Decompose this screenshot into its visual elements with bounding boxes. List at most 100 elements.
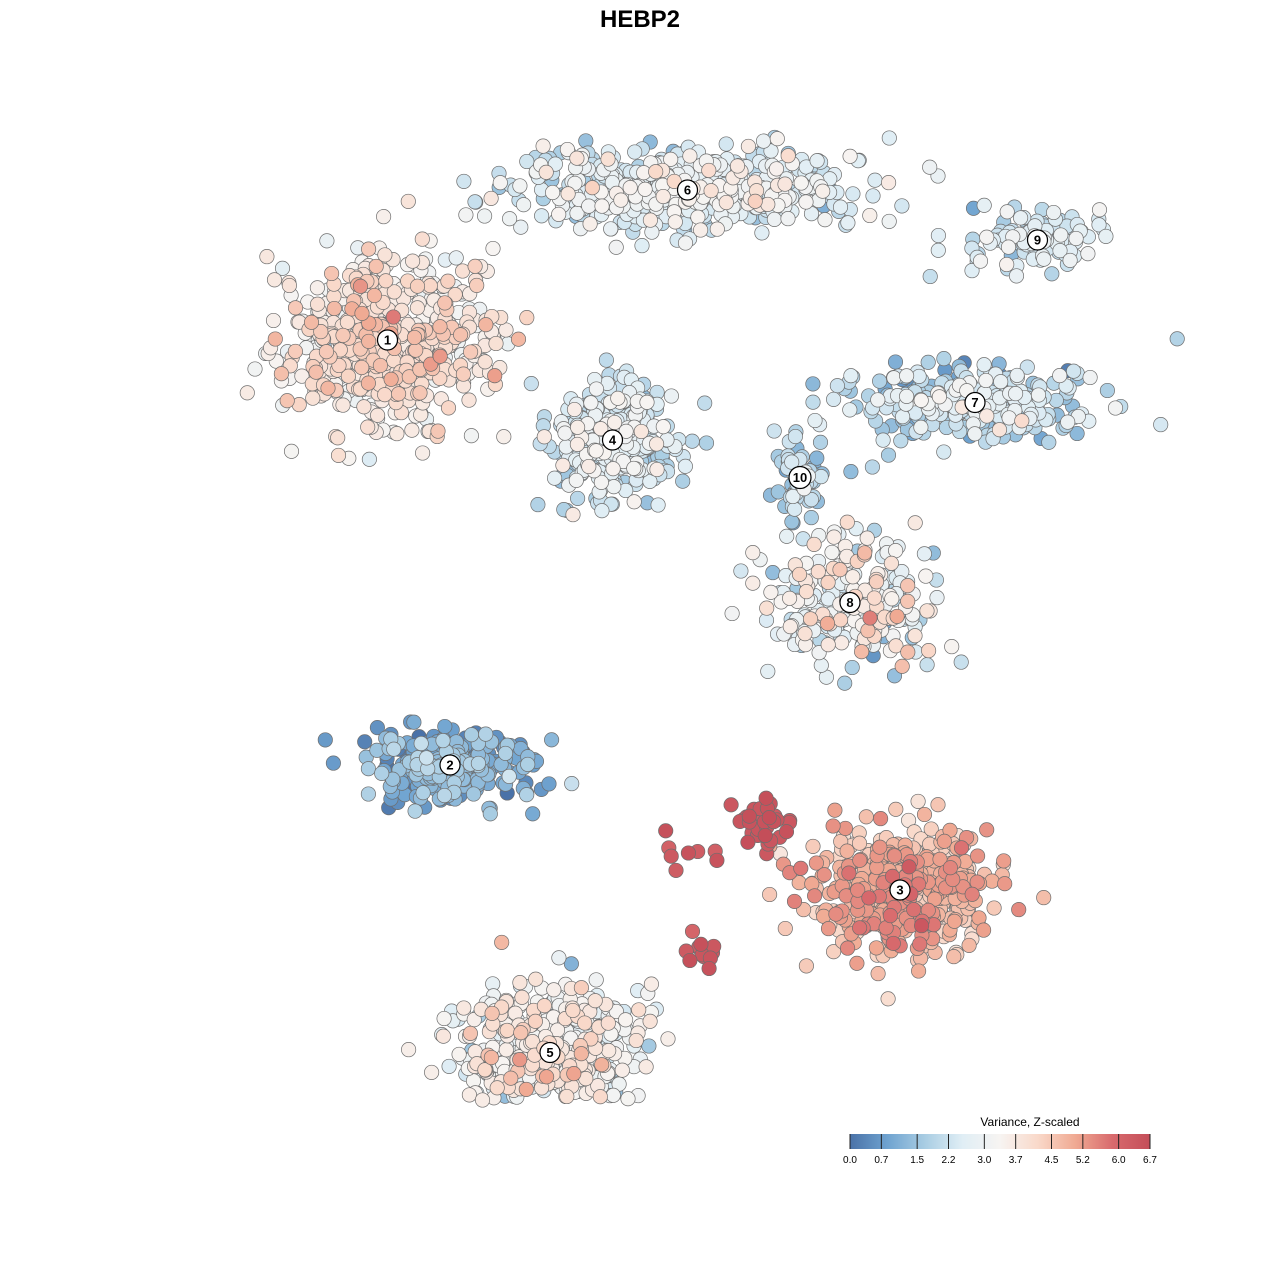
data-point [368, 258, 384, 274]
data-point [633, 423, 649, 440]
data-point [494, 934, 510, 950]
colorbar-tick-label: 0.0 [843, 1155, 857, 1166]
data-point [979, 408, 995, 424]
data-point [839, 843, 855, 859]
data-point [873, 811, 889, 827]
chart-title: HEBP2 [600, 6, 680, 33]
data-point [598, 352, 614, 368]
data-point [360, 419, 376, 435]
data-point [766, 211, 782, 227]
data-point [791, 566, 808, 582]
data-point [825, 818, 841, 834]
data-point [895, 409, 911, 425]
data-point [757, 827, 773, 844]
data-point [807, 412, 823, 429]
data-point [448, 250, 464, 266]
data-point [510, 331, 527, 347]
data-point [600, 151, 616, 167]
data-point [440, 273, 456, 289]
data-point [547, 470, 563, 486]
data-point [858, 809, 874, 825]
data-point [1098, 228, 1114, 244]
data-point [718, 136, 734, 152]
data-point [826, 529, 842, 545]
data-point [335, 397, 351, 413]
data-point [996, 853, 1012, 869]
data-point [530, 497, 546, 513]
data-point [658, 823, 674, 839]
data-point [361, 451, 377, 467]
data-point [899, 368, 915, 384]
data-point [851, 835, 868, 851]
data-point [648, 164, 664, 180]
data-point [287, 343, 303, 359]
data-point [339, 314, 355, 330]
data-point [724, 605, 740, 622]
data-point [559, 1088, 575, 1105]
data-point [1008, 386, 1024, 402]
data-point [900, 644, 916, 660]
data-point [642, 212, 658, 228]
data-point [798, 958, 814, 974]
data-point [408, 342, 424, 358]
data-point [778, 824, 795, 840]
data-point [541, 776, 557, 792]
data-point [859, 530, 875, 546]
data-point [239, 385, 255, 401]
data-point [370, 407, 386, 423]
colorbar-tick-label: 3.0 [977, 1155, 991, 1166]
data-point [1044, 266, 1060, 282]
data-point [779, 528, 795, 544]
data-point [920, 354, 936, 370]
cluster-label-6: 6 [676, 179, 699, 201]
data-point [503, 1070, 519, 1086]
data-point [880, 991, 896, 1007]
data-point [369, 720, 385, 736]
data-point [374, 765, 390, 781]
data-point [352, 278, 369, 294]
data-point [668, 862, 684, 878]
data-point [910, 793, 926, 809]
data-point [660, 1031, 676, 1047]
data-point [865, 188, 881, 204]
data-point [455, 366, 471, 382]
data-point [519, 787, 535, 803]
data-point [405, 253, 421, 269]
data-point [1000, 239, 1017, 255]
data-point [861, 890, 877, 906]
data-point [817, 212, 833, 228]
data-point [828, 906, 844, 922]
data-point [366, 287, 382, 304]
data-point [919, 657, 935, 673]
data-point [1068, 230, 1084, 247]
data-point [946, 949, 962, 965]
data-point [997, 876, 1013, 892]
data-point [787, 428, 803, 445]
data-point [581, 198, 597, 214]
data-point [415, 785, 431, 801]
data-point [613, 192, 629, 208]
data-point [622, 180, 638, 196]
data-point [1019, 359, 1035, 375]
data-point [354, 359, 370, 376]
data-point [929, 590, 945, 606]
data-point [839, 514, 855, 530]
data-point [1099, 382, 1115, 399]
data-point [870, 392, 886, 408]
data-point [650, 497, 666, 513]
data-point [916, 546, 932, 562]
data-point [391, 386, 407, 402]
data-point [690, 209, 706, 225]
data-point [887, 354, 904, 370]
data-point [497, 745, 514, 761]
data-point [986, 900, 1002, 916]
data-point [826, 391, 842, 407]
data-point [487, 368, 503, 384]
data-point [961, 937, 977, 953]
data-point [1030, 387, 1047, 403]
data-point [782, 619, 798, 635]
data-point [747, 193, 763, 209]
data-point [1082, 369, 1098, 386]
data-point [976, 197, 992, 213]
data-point [864, 459, 880, 475]
